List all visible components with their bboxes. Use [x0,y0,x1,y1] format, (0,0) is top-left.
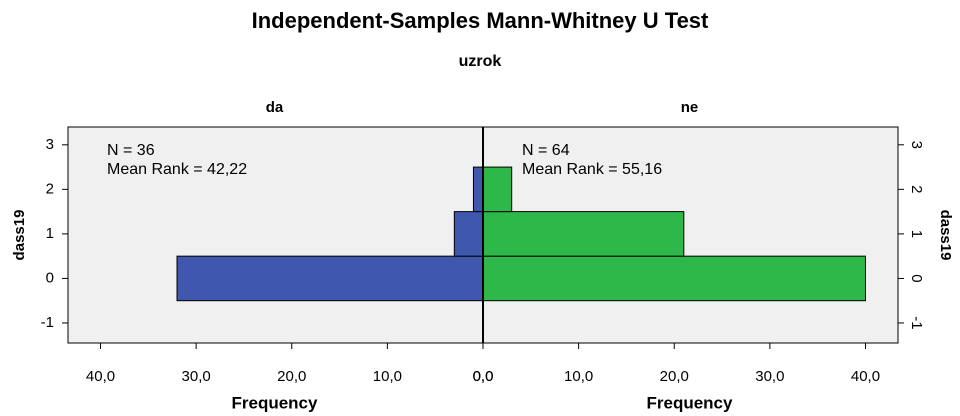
annotation: Mean Rank = 42,22 [107,161,247,178]
x-tick-label: 40,0 [851,368,880,385]
x-tick-label: 0,0 [473,368,494,385]
panel-label: ne [681,99,699,116]
bar [482,166,513,213]
y-axis-label: dass19 [937,210,954,261]
x-tick-label: 0,0 [473,368,494,385]
x-tick-label: 20,0 [660,368,689,385]
y-tick-label: 2 [908,185,925,193]
y-tick-label: -1 [908,316,925,329]
x-tick-label: 30,0 [755,368,784,385]
y-axis-label: dass19 [11,210,28,261]
bar [472,166,484,213]
bar [453,211,484,257]
x-tick-label: 10,0 [564,368,593,385]
panel-label: da [266,99,284,116]
x-tick-label: 30,0 [182,368,211,385]
y-tick-label: 1 [46,225,54,242]
chart-title: Independent-Samples Mann-Whitney U Test [252,8,709,33]
annotation: N = 64 [522,142,570,159]
x-tick-label: 20,0 [277,368,306,385]
x-tick-label: 40,0 [86,368,115,385]
annotation: Mean Rank = 55,16 [522,161,662,178]
annotation: N = 36 [107,142,155,159]
y-tick-label: 3 [908,141,925,149]
y-tick-label: 0 [908,274,925,282]
bar [482,255,866,302]
bar [176,255,484,302]
x-axis-label: Frequency [232,393,319,412]
x-tick-label: 10,0 [373,368,402,385]
chart-subtitle: uzrok [459,53,502,70]
bar [482,211,685,257]
y-tick-label: 2 [46,180,54,197]
y-tick-label: 3 [46,136,54,153]
y-tick-label: 1 [908,230,925,238]
y-tick-label: -1 [41,314,54,331]
y-tick-label: 0 [46,269,54,286]
x-axis-label: Frequency [647,393,734,412]
